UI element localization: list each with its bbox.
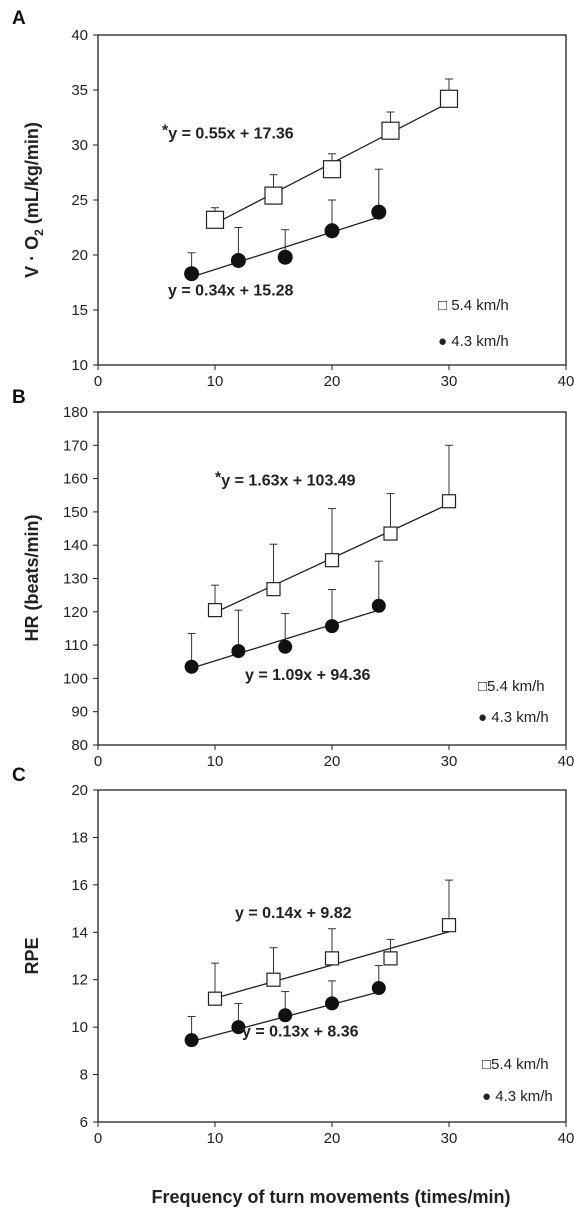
- legend-item-circle: ● 4.3 km/h: [478, 709, 549, 726]
- point-square: [266, 972, 281, 987]
- x-tick-label: 10: [207, 753, 224, 770]
- point-square: [205, 210, 225, 229]
- y-tick-label: 100: [63, 670, 88, 687]
- point-circle: [184, 1033, 199, 1048]
- point-circle: [371, 204, 387, 220]
- point-circle: [184, 659, 199, 674]
- x-tick-label: 20: [324, 1130, 341, 1147]
- fit-equation-label: y = 0.13x + 8.36: [242, 1024, 359, 1041]
- point-circle: [371, 981, 386, 996]
- y-axis-title: HR (beats/min): [22, 514, 42, 641]
- point-square: [266, 582, 281, 597]
- legend-item-circle: ● 4.3 km/h: [482, 1088, 553, 1105]
- point-circle: [325, 996, 339, 1011]
- y-axis-title: V · O2 (mL/kg/min): [22, 122, 46, 278]
- fit-equation-label: *y = 0.55x + 17.36: [162, 122, 294, 142]
- y-tick-label: 10: [71, 1019, 88, 1036]
- panel-b: B 0 10 20 30 40 80 90 100 110 120 130 140 150 160 170 18…: [12, 387, 574, 770]
- x-tick-label: 20: [324, 373, 341, 390]
- point-circle: [230, 253, 246, 268]
- point-circle: [278, 1008, 293, 1023]
- point-square: [264, 186, 283, 205]
- y-tick-label: 180: [63, 404, 88, 421]
- point-square: [439, 89, 459, 108]
- x-axis-title: Frequency of turn movements (times/min): [151, 1187, 510, 1207]
- point-square: [383, 526, 398, 541]
- fit-equation-label: y = 1.09x + 94.36: [245, 667, 371, 684]
- panel-a: A 0 10 20 30 40 10 15 20 25 30 35 40 V · O2 (mL/kg/mi…: [12, 8, 574, 390]
- y-tick-label: 18: [71, 829, 88, 846]
- y-tick-label: 160: [63, 471, 88, 488]
- y-tick-label: 12: [71, 972, 88, 989]
- legend-item-square: □5.4 km/h: [478, 678, 545, 695]
- point-square: [441, 918, 457, 933]
- panel-letter: B: [12, 387, 26, 408]
- x-tick-label: 0: [94, 753, 102, 770]
- point-circle: [324, 223, 340, 239]
- point-circle: [278, 639, 293, 654]
- y-tick-label: 90: [71, 704, 88, 721]
- point-square: [324, 951, 340, 966]
- point-circle: [231, 1020, 246, 1035]
- x-tick-label: 40: [558, 373, 574, 390]
- panel-c: C 0 10 20 30 40 6 8 10 12 14 16 18 20 RPE y = 0.14x + 9…: [12, 765, 574, 1147]
- y-axis-title: RPE: [22, 937, 42, 974]
- y-tick-label: 8: [80, 1067, 88, 1084]
- y-tick-label: 40: [71, 27, 88, 44]
- panel-letter: C: [12, 765, 26, 786]
- point-circle: [325, 619, 339, 634]
- point-square: [383, 951, 398, 966]
- point-square: [324, 553, 340, 568]
- y-tick-label: 30: [71, 137, 88, 154]
- y-tick-label: 20: [71, 247, 88, 264]
- x-tick-label: 10: [207, 1130, 224, 1147]
- x-tick-label: 20: [324, 753, 341, 770]
- y-tick-label: 15: [71, 302, 88, 319]
- y-tick-label: 130: [63, 571, 88, 588]
- y-tick-label: 170: [63, 437, 88, 454]
- x-tick-label: 40: [558, 1130, 574, 1147]
- y-tick-label: 140: [63, 537, 88, 554]
- fit-equation-label: y = 0.34x + 15.28: [168, 283, 294, 300]
- x-tick-label: 0: [94, 373, 102, 390]
- point-square: [381, 121, 400, 140]
- legend-item-square: □5.4 km/h: [482, 1056, 549, 1073]
- point-circle: [231, 644, 246, 659]
- y-tick-label: 80: [71, 737, 88, 754]
- y-tick-label: 120: [63, 604, 88, 621]
- x-tick-label: 30: [441, 373, 458, 390]
- point-square: [322, 160, 342, 179]
- y-tick-label: 150: [63, 504, 88, 521]
- y-tick-label: 20: [71, 782, 88, 799]
- fit-equation-label: *y = 1.63x + 103.49: [215, 469, 356, 489]
- x-tick-label: 30: [441, 753, 458, 770]
- y-tick-label: 10: [71, 357, 88, 374]
- point-circle: [371, 598, 386, 613]
- point-square: [441, 494, 457, 509]
- y-tick-label: 16: [71, 877, 88, 894]
- point-square: [207, 991, 223, 1006]
- point-circle: [184, 266, 200, 282]
- y-tick-label: 14: [71, 924, 88, 941]
- panel-letter: A: [12, 8, 26, 29]
- legend-item-circle: ● 4.3 km/h: [438, 333, 509, 350]
- x-tick-label: 40: [558, 753, 574, 770]
- y-tick-label: 25: [71, 192, 88, 209]
- plot-frame: [97, 411, 567, 746]
- x-tick-label: 0: [94, 1130, 102, 1147]
- y-tick-label: 35: [71, 82, 88, 99]
- y-tick-label: 6: [80, 1114, 88, 1131]
- x-tick-label: 30: [441, 1130, 458, 1147]
- fit-equation-label: y = 0.14x + 9.82: [235, 905, 352, 922]
- x-tick-label: 10: [207, 373, 224, 390]
- legend-item-square: □ 5.4 km/h: [438, 297, 509, 314]
- y-tick-label: 110: [64, 637, 88, 654]
- point-square: [207, 603, 223, 618]
- point-circle: [277, 249, 293, 265]
